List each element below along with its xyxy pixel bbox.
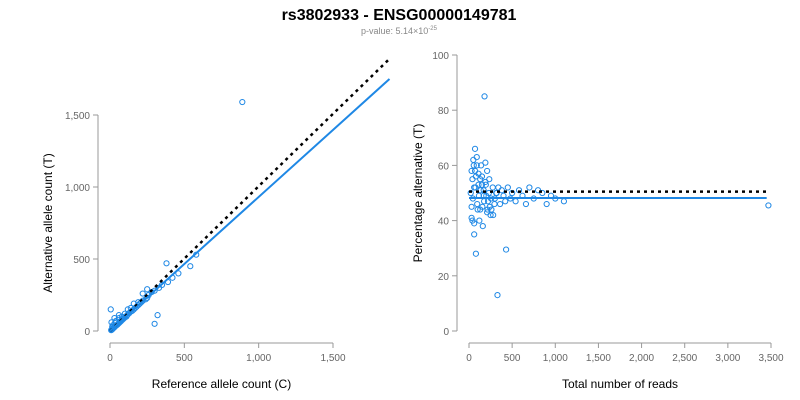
fit-line [109,78,391,332]
y-tick-label: 100 [432,51,449,62]
data-point [484,167,491,175]
data-point [471,231,478,238]
x-tick-label: 3,000 [715,353,740,364]
y-axis-label: Alternative allele count (T) [41,153,55,292]
p-value-text: p-value: 5.14×10 [361,26,428,36]
reference-line [109,57,391,332]
data-point [489,184,496,191]
y-tick-label: 0 [84,327,90,338]
x-tick-label: 1,500 [320,353,345,364]
data-point [522,200,530,208]
data-point [144,286,151,293]
x-axis-label: Total number of reads [562,377,678,391]
data-point [115,312,123,319]
data-point [484,206,491,213]
y-tick-label: 1,500 [65,111,90,122]
data-point [468,214,475,221]
data-point [496,200,504,208]
data-point [490,211,497,219]
p-value-exponent: -25 [428,26,437,32]
data-point [498,187,505,194]
y-tick-label: 20 [438,272,450,283]
chart-title: rs3802933 - ENSG00000149781 [282,7,517,24]
data-point [560,198,568,205]
data-point [139,290,146,297]
x-tick-label: 0 [107,353,113,364]
data-point [471,145,479,152]
data-point [475,181,482,188]
data-point [473,154,480,161]
data-point [470,156,477,163]
x-axis-label: Reference allele count (C) [152,377,291,391]
y-tick-label: 0 [443,327,449,338]
allele-count-scatter-panel: 0 500 1,000 1,500 0 500 1,000 1,500 Reference al… [41,57,391,391]
data-point [477,162,485,169]
data-point [468,203,475,210]
data-point [478,173,486,180]
data-point [477,187,484,194]
x-tick-label: 2,500 [672,353,697,364]
x-tick-label: 0 [466,353,472,364]
data-point [765,202,772,209]
x-tick-label: 1,500 [586,353,611,364]
y-tick-label: 60 [438,161,450,172]
x-tick-label: 2,000 [629,353,654,364]
x-tick-label: 1,000 [246,353,271,364]
data-point [485,189,492,197]
y-tick-label: 500 [73,255,90,266]
x-tick-label: 1,000 [543,353,568,364]
data-point [471,220,478,227]
data-point [512,198,519,205]
data-point [493,189,500,197]
data-point [468,167,475,175]
y-tick-label: 40 [438,217,450,228]
data-point [494,292,501,299]
x-tick-label: 500 [176,353,193,364]
data-point [479,223,486,230]
data-point [469,176,476,183]
data-point [495,184,502,191]
data-point [473,162,480,169]
data-point [526,184,533,191]
data-point [175,270,182,277]
data-point [471,167,479,175]
data-point [539,189,546,197]
data-point [481,198,488,205]
data-point [476,217,483,224]
data-point [534,187,542,194]
data-point [482,181,489,188]
percentage-alternative-scatter-panel: 0 500 1,000 1,500 2,000 2,500 3,000 3,500 0 20 40 6… [411,51,784,391]
data-point [503,246,510,253]
data-point [543,200,550,208]
data-point [472,250,480,257]
data-point [470,162,477,169]
p-value-label: p-value: 5.14×10-25 [361,26,438,36]
data-point [481,93,488,100]
data-point [491,200,498,208]
data-point [187,263,194,270]
data-point [163,260,170,267]
data-point [504,184,511,191]
data-point [474,200,481,208]
y-tick-label: 1,000 [65,183,90,194]
data-point [484,209,491,216]
data-point [482,159,489,166]
data-point [151,320,158,327]
data-point [477,206,484,213]
data-point [486,176,493,183]
data-point [502,198,509,205]
data-point [239,98,246,106]
data-point [107,306,114,313]
y-axis-label: Percentage alternative (T) [411,124,425,263]
data-point [154,312,161,319]
x-tick-label: 500 [504,353,521,364]
y-tick-label: 80 [438,106,450,117]
x-tick-label: 3,500 [758,353,783,364]
